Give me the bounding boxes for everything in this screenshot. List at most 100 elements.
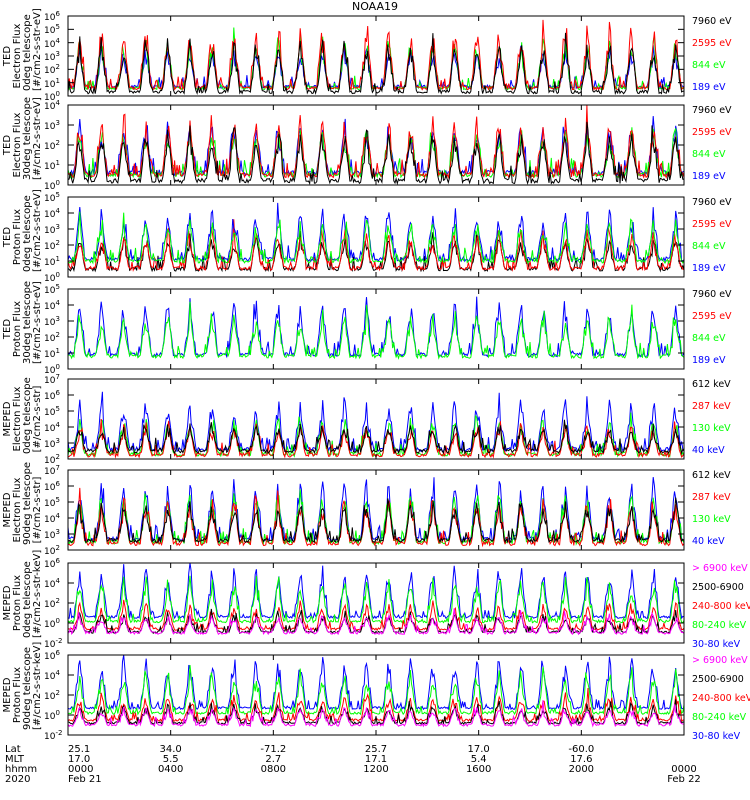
y-tick-label: 104 <box>44 99 60 112</box>
axis-value: 2000 <box>568 764 595 775</box>
legend-entry: 844 eV <box>692 241 726 252</box>
legend-entry: 130 keV <box>692 514 731 525</box>
axis-value: 0000 <box>671 764 697 775</box>
axis-value: 17.1 <box>364 754 388 765</box>
y-tick-label: 103 <box>44 315 60 328</box>
y-axis-label: TED Electron Flux 0deg telescope [#/cm2-s-s… <box>2 8 43 91</box>
legend-entry: 40 keV <box>692 445 725 456</box>
y-tick-label: 106 <box>44 480 60 493</box>
series-ted-p-0-844-ev <box>67 211 685 265</box>
legend-entry: 287 keV <box>692 401 731 412</box>
y-tick-label: 101 <box>44 347 60 360</box>
y-tick-label: 102 <box>44 597 60 610</box>
y-axis-label: MEPED Proton Flux 90deg telescope [#/cm2-s-… <box>2 641 43 730</box>
y-tick-label: 102 <box>44 689 60 702</box>
axis-value: -60.0 <box>568 744 595 755</box>
legend-entry: 844 eV <box>692 60 726 71</box>
y-axis-label: MEPED Electron Flux 0deg telescope [#/cm2-s… <box>2 377 43 454</box>
y-tick-label: 104 <box>44 207 60 220</box>
axis-value: 2.7 <box>265 754 282 765</box>
y-tick-label: 106 <box>44 649 60 662</box>
y-tick-label: 103 <box>44 223 60 236</box>
axis-value: 17.6 <box>570 754 593 765</box>
y-tick-label: 101 <box>44 255 60 268</box>
y-tick-label: 104 <box>44 669 60 682</box>
legend-entry: 2500-6900 <box>692 582 744 593</box>
axis-value: Feb 21 <box>68 774 102 785</box>
y-tick-label: 10-2 <box>44 729 63 742</box>
legend-entry: 612 keV <box>692 470 731 481</box>
series-ted-p-0-2595-ev <box>67 219 685 272</box>
legend-entry: 7960 eV <box>692 16 732 27</box>
series-meped-p-0-240-800-kev <box>67 599 685 632</box>
y-tick-label: 104 <box>44 36 60 50</box>
y-tick-label: 103 <box>44 119 60 132</box>
y-tick-label: 103 <box>44 437 60 450</box>
y-tick-label: 102 <box>44 63 60 77</box>
legend-entry: 844 eV <box>692 149 726 160</box>
series-meped-e-90-612-kev <box>67 497 685 544</box>
chart-title: NOAA19 <box>351 0 399 13</box>
series-meped-p-90-80-240-kev <box>67 665 685 716</box>
y-tick-label: 105 <box>44 191 60 204</box>
y-tick-label: 104 <box>44 512 60 525</box>
y-tick-label: 106 <box>44 389 60 402</box>
legend-entry: 2595 eV <box>692 127 732 138</box>
y-tick-label: 107 <box>44 464 60 477</box>
panel-meped-p-90 <box>67 654 685 736</box>
axis-value: 5.5 <box>162 754 179 765</box>
legend-entry: 2595 eV <box>692 311 732 322</box>
y-tick-label: 100 <box>44 363 60 376</box>
y-tick-label: 102 <box>44 331 60 344</box>
y-tick-label: 100 <box>44 271 60 284</box>
series-ted-p-30-844-ev <box>67 301 685 360</box>
panel-ted-e-0 <box>67 15 685 97</box>
legend-entry: 80-240 keV <box>692 712 747 723</box>
legend-entry: 40 keV <box>692 536 725 547</box>
axis-value: 34.0 <box>159 744 182 755</box>
series-meped-p-90--6900-kev <box>67 700 685 728</box>
legend-entry: 2595 eV <box>692 219 732 230</box>
axis-value: 5.4 <box>470 754 487 765</box>
panel-ted-p-0 <box>67 196 685 278</box>
legend-entry: 7960 eV <box>692 289 732 300</box>
y-axis-label: TED Proton Flux 0deg telescope [#/cm2-s-str… <box>2 189 43 272</box>
axis-value: 17.0 <box>467 744 490 755</box>
y-tick-label: 105 <box>44 496 60 509</box>
y-tick-label: 103 <box>44 50 60 63</box>
legend-entry: > 6900 keV <box>692 655 748 666</box>
axis-value: 17.0 <box>68 754 91 765</box>
y-tick-label: 105 <box>44 23 60 37</box>
series-meped-e-0-612-kev <box>67 419 685 455</box>
axis-row-label: MLT <box>5 754 24 765</box>
panel-meped-e-0 <box>67 378 685 460</box>
y-tick-label: 102 <box>44 139 60 152</box>
legend-entry: 80-240 keV <box>692 620 747 631</box>
axis-value: -71.2 <box>260 744 287 755</box>
y-tick-label: 100 <box>44 179 60 192</box>
series-ted-e-30-2595-ev <box>67 104 685 180</box>
legend-entry: 189 eV <box>692 263 726 274</box>
y-tick-label: 103 <box>44 528 60 541</box>
y-tick-label: 104 <box>44 299 60 312</box>
y-tick-label: 106 <box>44 557 60 570</box>
axis-value: 0400 <box>157 764 184 775</box>
axis-row-label: hhmm <box>5 764 38 775</box>
series-meped-p-0-80-240-kev <box>67 575 685 625</box>
axis-value: 25.1 <box>68 744 91 755</box>
y-tick-label: 100 <box>44 709 60 722</box>
series-meped-p-0--6900-kev <box>67 608 685 636</box>
y-tick-label: 104 <box>44 577 60 590</box>
axis-value: 0800 <box>260 764 287 775</box>
y-tick-label: 106 <box>44 10 60 23</box>
panel-ted-p-30 <box>67 288 685 370</box>
legend-entry: 7960 eV <box>692 105 732 116</box>
axis-value: Feb 22 <box>667 774 701 785</box>
axis-value: 1600 <box>465 764 492 775</box>
y-axis-label: TED Proton Flux 30deg telescope [#/cm2-s-st… <box>2 280 43 364</box>
y-tick-label: 100 <box>44 90 60 103</box>
y-tick-label: 102 <box>44 453 60 466</box>
axis-row-label: Lat <box>5 744 21 755</box>
legend-entry: > 6900 keV <box>692 563 748 574</box>
